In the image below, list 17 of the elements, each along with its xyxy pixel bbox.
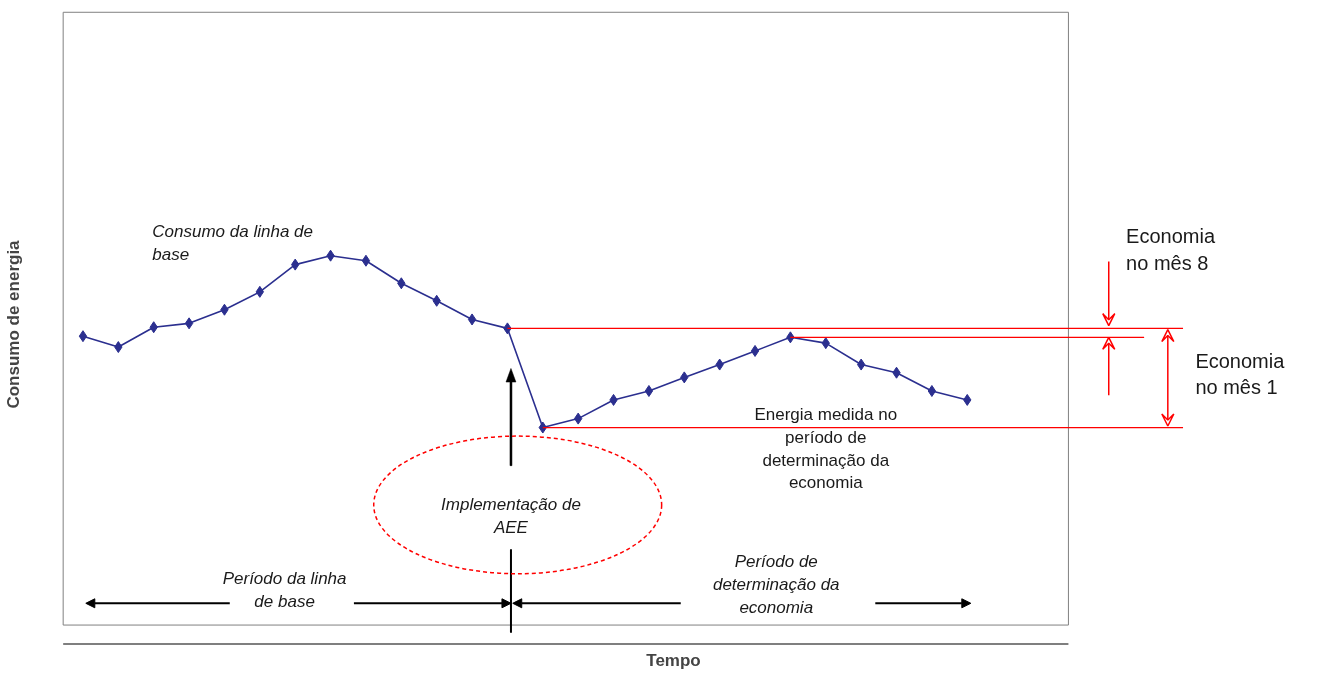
point [361, 254, 371, 267]
text: Economia no mês 1 [1195, 349, 1286, 399]
y-axis-title: Consumo de energia [3, 239, 23, 409]
annotation: Energia medida no período de determinação da economia [754, 404, 898, 493]
point [78, 330, 88, 343]
point [644, 384, 654, 397]
point [856, 358, 866, 371]
x-axis-title: Tempo [646, 650, 701, 670]
text: Economia no mês 8 [1126, 225, 1216, 274]
annotation: Período de determinação da economia [712, 552, 840, 617]
point [927, 384, 937, 397]
annotation: Período da linha de base [222, 569, 347, 611]
point [750, 344, 760, 357]
point [184, 317, 194, 330]
annotation: Implementação de AEE [441, 495, 581, 537]
annotation: Consumo da linha de base [152, 222, 313, 265]
point [467, 313, 477, 326]
